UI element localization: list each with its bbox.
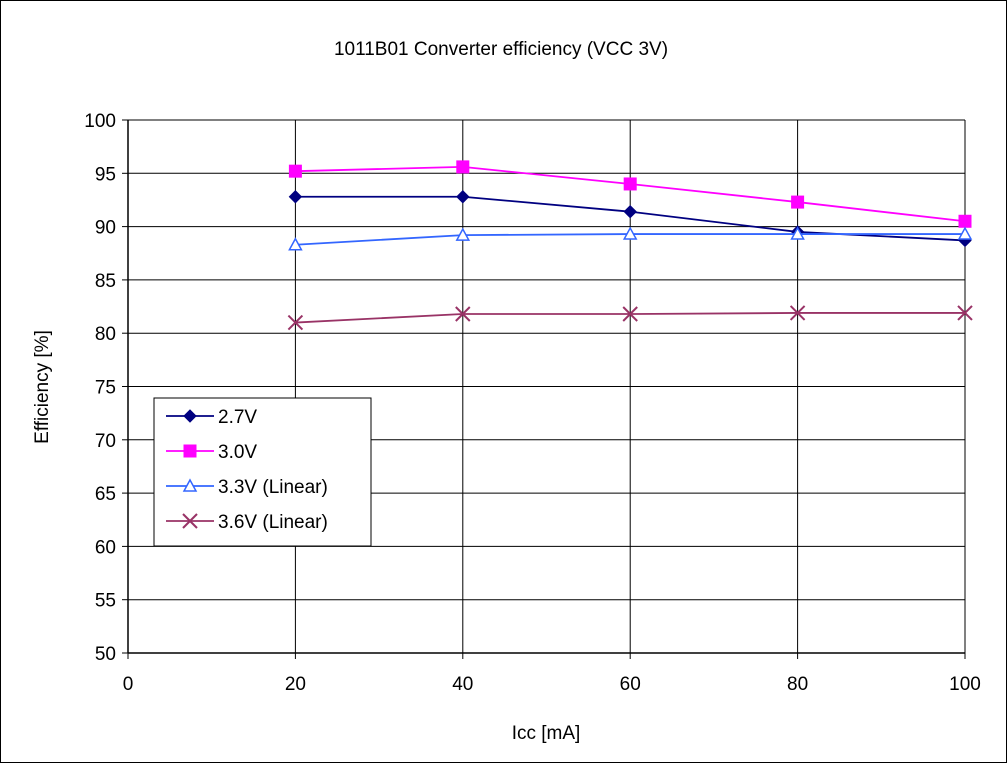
- chart-title: 1011B01 Converter efficiency (VCC 3V): [334, 39, 668, 60]
- legend-marker-stroke: [182, 513, 198, 529]
- axis-layer: 50 55 60 65 70 75 80 85 90 95 100 0 20 40 60 80 100: [84, 111, 981, 695]
- x-tick-label: 100: [949, 674, 981, 695]
- x-tick-label: 80: [787, 674, 808, 695]
- x-tick-label: 0: [123, 674, 134, 695]
- legend-label: 2.7V: [218, 407, 257, 428]
- data-point-stroke: [622, 306, 638, 322]
- data-point: [288, 164, 302, 178]
- y-tick-label: 55: [95, 591, 116, 612]
- data-point: [957, 305, 973, 321]
- y-tick-label: 75: [95, 378, 116, 399]
- data-point: [622, 306, 638, 322]
- y-tick-label: 95: [95, 164, 116, 185]
- legend-entry: 3.6V (Linear): [166, 512, 328, 533]
- legend-label: 3.6V (Linear): [218, 512, 328, 533]
- data-point: [456, 160, 470, 174]
- data-point: [958, 214, 972, 228]
- legend-marker: [182, 513, 198, 529]
- legend-marker: [182, 478, 198, 492]
- legend-label: 3.0V: [218, 442, 257, 463]
- data-point: [455, 306, 471, 322]
- data-point: [789, 305, 806, 321]
- legend-marker: [183, 444, 197, 458]
- y-tick-label: 85: [95, 271, 116, 292]
- data-point: [623, 177, 637, 191]
- x-tick-label: 20: [285, 674, 306, 695]
- legend-entry: 3.3V (Linear): [166, 477, 328, 498]
- series-1: [288, 160, 972, 228]
- y-tick-label: 70: [95, 431, 116, 452]
- legend-label: 3.3V (Linear): [218, 477, 328, 498]
- data-point: [791, 195, 805, 209]
- legend-entry: 3.0V: [166, 442, 257, 463]
- data-point-stroke: [287, 314, 304, 331]
- data-point-stroke: [789, 305, 806, 321]
- x-tick-label: 60: [620, 674, 641, 695]
- data-point: [790, 226, 805, 240]
- data-point: [287, 314, 304, 331]
- y-tick-label: 90: [95, 218, 116, 239]
- data-point: [622, 226, 638, 240]
- y-tick-label: 50: [95, 644, 116, 665]
- data-point: [456, 190, 470, 204]
- legend-marker: [183, 409, 197, 423]
- legend-entry: 2.7V: [166, 407, 257, 428]
- y-tick-label: 65: [95, 484, 116, 505]
- legend: 2.7V 3.0V 3.3V (Linear) 3.6V (Linear): [153, 397, 372, 547]
- y-tick-label: 100: [84, 111, 116, 132]
- data-point: [623, 204, 637, 219]
- x-axis-title: Icc [mA]: [512, 723, 581, 744]
- y-axis-title: Efficiency [%]: [32, 330, 53, 444]
- series-layer: [287, 160, 973, 331]
- y-tick-label: 60: [95, 537, 116, 558]
- series-2: [288, 226, 973, 251]
- x-tick-label: 40: [452, 674, 473, 695]
- data-point: [455, 227, 471, 241]
- series-3: [287, 305, 973, 331]
- data-point-stroke: [455, 306, 471, 322]
- grid-layer: [128, 119, 966, 653]
- data-point-stroke: [957, 305, 973, 321]
- data-point: [288, 190, 303, 204]
- data-point: [288, 237, 303, 251]
- y-tick-label: 80: [95, 324, 116, 345]
- data-point: [957, 226, 973, 240]
